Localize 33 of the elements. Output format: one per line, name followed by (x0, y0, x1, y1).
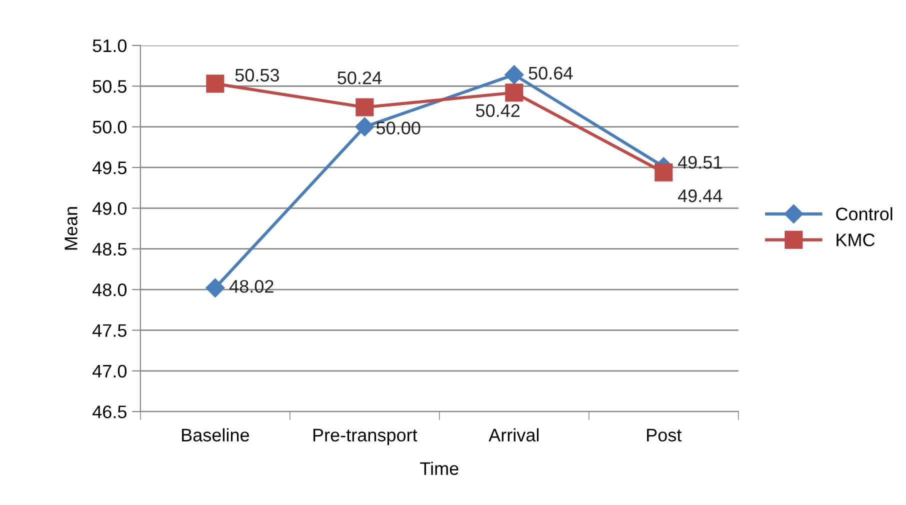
data-label: 48.02 (229, 280, 274, 293)
y-tick-label: 50.0 (92, 120, 127, 134)
x-tick-label: Post (647, 428, 682, 442)
legend-label: KMC (836, 234, 875, 246)
point (206, 74, 224, 93)
x-tick-label: Baseline (182, 428, 250, 442)
y-tick-label: 48.0 (92, 283, 127, 296)
data-label: 49.44 (678, 189, 722, 202)
y-axis-title: Mean (64, 207, 78, 250)
data-label: 50.24 (338, 71, 382, 84)
x-tick-label: Pre-transport (313, 428, 418, 446)
y-tick-label: 47.5 (92, 324, 126, 337)
y-tick-label: 48.5 (92, 242, 126, 256)
x-axis-title: Time (420, 462, 458, 475)
y-tick-label: 50.5 (92, 80, 126, 93)
data-label: 50.00 (376, 122, 420, 134)
legend-label: Control (836, 207, 892, 220)
y-tick-label: 47.0 (92, 364, 127, 378)
point (355, 117, 374, 136)
data-label: 50.53 (235, 68, 280, 82)
y-tick-label: 51.0 (92, 39, 127, 52)
point (505, 84, 524, 102)
point (504, 65, 524, 84)
y-tick-label: 49.0 (92, 202, 127, 215)
point (356, 98, 374, 116)
point (654, 163, 673, 182)
y-tick-label: 49.5 (92, 161, 126, 174)
data-label: 50.42 (476, 104, 520, 118)
data-label: 49.51 (678, 156, 722, 169)
y-tick-label: 46.5 (92, 406, 126, 418)
data-label: 50.64 (528, 66, 573, 80)
x-tick-label: Arrival (488, 428, 539, 442)
point (206, 278, 225, 298)
